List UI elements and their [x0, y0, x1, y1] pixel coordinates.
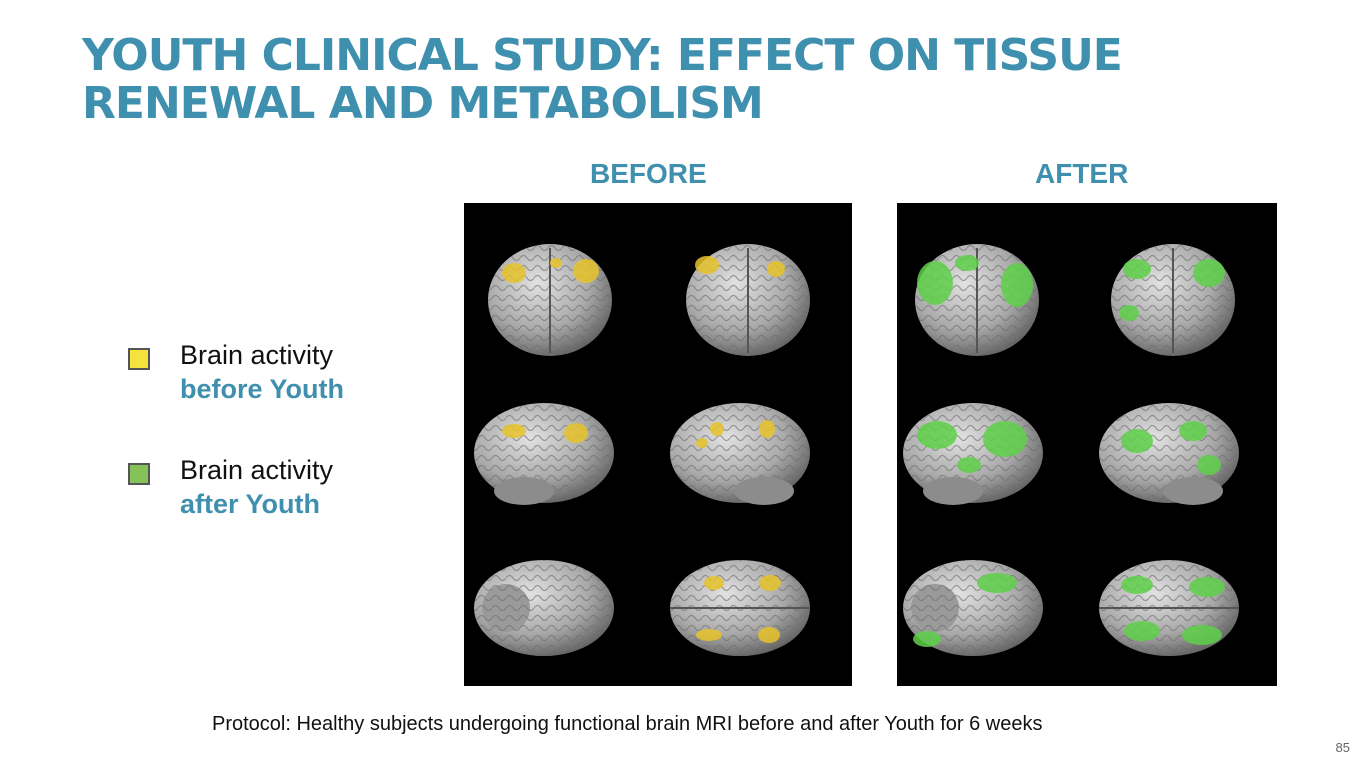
brain-lateral-left [474, 403, 614, 505]
brain-superior [1099, 560, 1239, 656]
before-column-label: BEFORE [590, 158, 707, 189]
protocol-caption: Protocol: Healthy subjects undergoing fu… [212, 713, 1043, 735]
slide-title-line1: YOUTH CLINICAL STUDY: EFFECT ON TISSUE [82, 30, 1123, 81]
brain-posterior-left [488, 244, 612, 356]
legend-after-line2: after Youth [180, 489, 321, 519]
brain-superior [670, 560, 810, 656]
before-brain-scan-image [464, 203, 852, 686]
after-brain-scans [903, 244, 1239, 656]
legend-before-line2: before Youth [180, 374, 345, 404]
legend-before-line1: Brain activity [180, 340, 334, 370]
legend-after-line1: Brain activity [180, 455, 334, 485]
before-brain-scans [474, 244, 810, 656]
brain-inferior [474, 560, 614, 656]
brain-posterior-right [1111, 244, 1235, 356]
page-number: 85 [1335, 740, 1350, 755]
brain-posterior-left [915, 244, 1039, 356]
brain-lateral-right [1099, 403, 1239, 505]
legend-after-swatch [128, 463, 150, 485]
brain-lateral-right [670, 403, 810, 505]
slide-title: YOUTH CLINICAL STUDY: EFFECT ON TISSUE R… [82, 32, 1182, 128]
legend-before-swatch [128, 348, 150, 370]
after-column-label: AFTER [1035, 158, 1129, 189]
brain-inferior [903, 560, 1043, 656]
after-brain-scan-image [897, 203, 1277, 686]
brain-posterior-right [686, 244, 810, 356]
slide-title-line2: RENEWAL AND METABOLISM [82, 78, 764, 129]
brain-lateral-left [903, 403, 1043, 505]
